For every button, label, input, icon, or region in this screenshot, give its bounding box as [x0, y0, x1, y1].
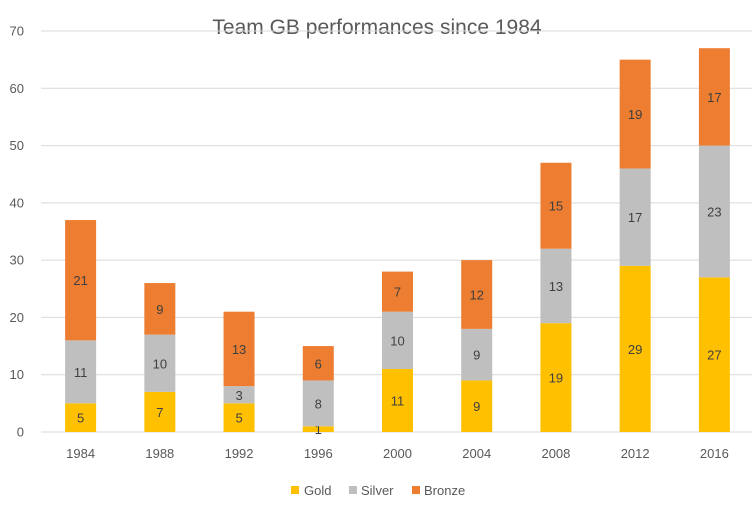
data-label: 13 [549, 279, 563, 294]
bar-segment-bronze [65, 220, 97, 341]
x-tick-label: 2000 [383, 446, 412, 461]
bar-segment-gold [302, 426, 334, 432]
data-label: 5 [235, 411, 242, 426]
bar-segment-gold [540, 323, 572, 432]
bar-segment-bronze [619, 59, 651, 169]
data-label: 9 [473, 399, 480, 414]
bar-segment-silver [144, 334, 176, 392]
bar-segment-silver [698, 145, 730, 278]
y-tick-label: 40 [10, 195, 24, 210]
data-label: 23 [707, 204, 721, 219]
bar-segment-silver [461, 328, 493, 381]
x-axis: 1984 1988 1992 1996 2000 2004 2008 2012 2016 [66, 446, 729, 461]
bar-segment-bronze [698, 48, 730, 146]
bar-segment-silver [65, 340, 97, 404]
bar-segment-bronze [223, 311, 255, 387]
x-tick-label: 1992 [225, 446, 254, 461]
bar-segment-gold [698, 277, 730, 432]
bar-segment-silver [540, 248, 572, 324]
y-tick-label: 0 [17, 425, 24, 440]
bar-segment-silver [619, 168, 651, 266]
x-tick-label: 1988 [145, 446, 174, 461]
data-label: 17 [707, 90, 721, 105]
bar-segment-silver [223, 386, 255, 404]
x-tick-label: 2004 [462, 446, 491, 461]
bar-segment-bronze [540, 162, 572, 249]
data-label: 7 [394, 285, 401, 300]
bars: 5 11 21 7 10 9 5 3 13 1 8 6 11 10 7 9 9 12 19 13 15 29 17 19 27 2… [65, 48, 730, 437]
x-tick-label: 2008 [541, 446, 570, 461]
data-label: 29 [628, 342, 642, 357]
data-label: 10 [390, 333, 404, 348]
y-tick-label: 50 [10, 138, 24, 153]
data-label: 17 [628, 210, 642, 225]
data-label: 19 [628, 107, 642, 122]
data-label: 7 [156, 405, 163, 420]
bar-segment-silver [302, 380, 334, 427]
bar-segment-gold [461, 380, 493, 432]
x-tick-label: 1984 [66, 446, 95, 461]
data-label: 12 [469, 288, 483, 303]
data-label: 5 [77, 411, 84, 426]
legend-label-bronze: Bronze [424, 483, 465, 498]
bar-segment-gold [619, 265, 651, 432]
data-label: 15 [549, 199, 563, 214]
data-label: 10 [153, 356, 167, 371]
data-label: 8 [315, 396, 322, 411]
legend-swatch-gold [291, 486, 299, 494]
bar-segment-bronze [144, 283, 176, 335]
x-tick-label: 1996 [304, 446, 333, 461]
data-label: 27 [707, 348, 721, 363]
bar-segment-gold [382, 368, 413, 432]
legend-label-gold: Gold [304, 483, 331, 498]
y-tick-label: 30 [10, 253, 24, 268]
y-axis: 0 10 20 30 40 50 60 70 [10, 24, 24, 440]
legend: Gold Silver Bronze [291, 483, 465, 498]
y-tick-label: 70 [10, 24, 24, 39]
data-label: 9 [473, 348, 480, 363]
data-label: 13 [232, 342, 246, 357]
data-label: 3 [235, 388, 242, 403]
data-label: 11 [391, 393, 405, 408]
data-label: 21 [73, 273, 87, 288]
y-tick-label: 10 [10, 367, 24, 382]
data-label: 19 [549, 371, 563, 386]
bar-segment-bronze [461, 260, 493, 329]
x-tick-label: 2012 [621, 446, 650, 461]
chart-title: Team GB performances since 1984 [212, 16, 541, 39]
bar-segment-bronze [382, 271, 413, 312]
bar-segment-gold [144, 391, 176, 432]
bar-segment-silver [382, 311, 413, 369]
legend-swatch-bronze [412, 486, 420, 494]
bar-segment-bronze [302, 346, 334, 381]
bar-segment-gold [65, 403, 97, 432]
x-tick-label: 2016 [700, 446, 729, 461]
data-label: 9 [156, 302, 163, 317]
y-tick-label: 20 [10, 310, 24, 325]
data-label: 1 [315, 422, 322, 437]
legend-label-silver: Silver [361, 483, 394, 498]
bar-segment-gold [223, 403, 255, 432]
legend-swatch-silver [349, 486, 357, 494]
data-label: 11 [74, 365, 88, 380]
data-label: 6 [315, 356, 322, 371]
y-tick-label: 60 [10, 81, 24, 96]
